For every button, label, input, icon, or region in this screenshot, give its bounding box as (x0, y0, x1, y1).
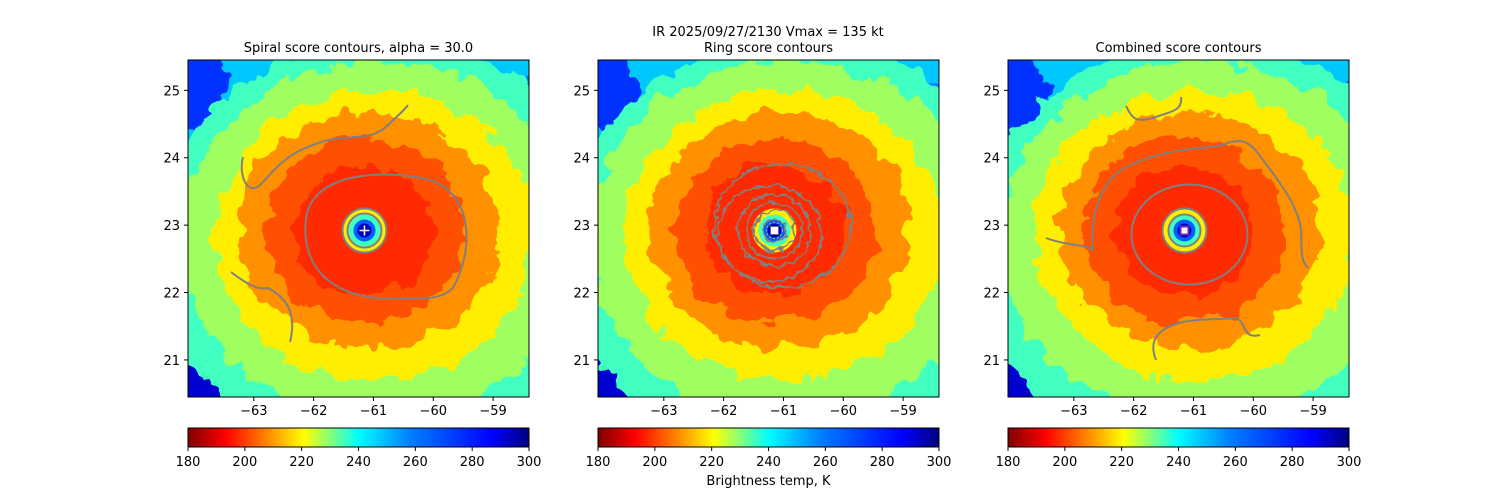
colorbar-tick-label: 260 (813, 455, 838, 470)
colorbar-tick-label: 280 (460, 455, 485, 470)
colorbar-tick-label: 180 (176, 455, 201, 470)
storm-center-marker (1179, 225, 1190, 236)
y-tick-label: 24 (163, 152, 180, 167)
x-tick-label: −60 (1240, 404, 1267, 419)
panel-3: Combined score contours −63 −62 −61 −60 −59 21… (983, 41, 1362, 470)
panel-1: Spiral score contours, alpha = 30.0 −63 −6… (163, 41, 542, 470)
x-tick-label: −59 (479, 404, 506, 419)
storm-center-marker (359, 225, 370, 236)
y-tick-label: 22 (163, 287, 180, 302)
x-tick-label: −59 (889, 404, 916, 419)
colorbar-tick-label: 220 (1109, 455, 1134, 470)
panels: Spiral score contours, alpha = 30.0 −63 −6… (163, 41, 1362, 489)
storm-center-marker (769, 226, 779, 236)
colorbar-tick-label: 200 (1052, 455, 1077, 470)
x-tick-label: −63 (650, 404, 677, 419)
y-tick-label: 24 (983, 152, 1000, 167)
colorbar-tick-label: 240 (346, 455, 371, 470)
x-tick-label: −63 (1060, 404, 1087, 419)
y-tick-label: 25 (573, 84, 590, 99)
colorbar-label: Brightness temp, K (706, 474, 831, 489)
brightness-temp-image (598, 60, 939, 397)
panel-title: Ring score contours (704, 41, 833, 56)
y-tick-label: 23 (983, 219, 1000, 234)
colorbar-tick-label: 300 (517, 455, 542, 470)
y-tick-label: 21 (573, 354, 590, 369)
figure-suptitle: IR 2025/09/27/2130 Vmax = 135 kt (652, 25, 883, 40)
x-tick-label: −60 (830, 404, 857, 419)
colorbar-tick-label: 260 (403, 455, 428, 470)
brightness-temp-image (188, 60, 529, 397)
colorbar-tick-label: 240 (1166, 455, 1191, 470)
y-tick-label: 22 (573, 287, 590, 302)
colorbar-tick-label: 280 (1280, 455, 1305, 470)
x-tick-label: −59 (1299, 404, 1326, 419)
x-tick-label: −60 (420, 404, 447, 419)
panel-title: Spiral score contours, alpha = 30.0 (244, 41, 473, 56)
colorbar-tick-label: 240 (756, 455, 781, 470)
x-tick-label: −62 (1120, 404, 1147, 419)
colorbar: 180 200 220 240 260 280 300 (176, 427, 542, 470)
y-tick-label: 23 (573, 219, 590, 234)
y-tick-label: 25 (163, 84, 180, 99)
colorbar: 180 200 220 240 260 280 300 (996, 427, 1362, 470)
y-tick-label: 22 (983, 287, 1000, 302)
colorbar-tick-label: 220 (289, 455, 314, 470)
axes-frame (597, 59, 940, 398)
brightness-temp-image (1008, 60, 1349, 397)
score-contours (1045, 96, 1309, 361)
x-tick-label: −62 (710, 404, 737, 419)
y-tick-label: 21 (163, 354, 180, 369)
panel-2: Ring score contours −63 −62 −61 −60 −59 21 22 23… (573, 41, 952, 489)
colorbar-tick-label: 280 (870, 455, 895, 470)
colorbar: 180 200 220 240 260 280 300 Brightness temp, K (586, 427, 952, 489)
y-tick-label: 23 (163, 219, 180, 234)
x-tick-label: −61 (1180, 404, 1207, 419)
colorbar-tick-label: 180 (586, 455, 611, 470)
axes-frame (1007, 59, 1350, 398)
colorbar-tick-label: 200 (642, 455, 667, 470)
x-tick-label: −61 (360, 404, 387, 419)
score-contours (713, 162, 852, 289)
colorbar-gradient (1007, 427, 1350, 448)
y-tick-label: 24 (573, 152, 590, 167)
y-tick-label: 21 (983, 354, 1000, 369)
colorbar-tick-label: 300 (1337, 455, 1362, 470)
colorbar-tick-label: 260 (1223, 455, 1248, 470)
x-tick-label: −61 (770, 404, 797, 419)
x-tick-label: −62 (300, 404, 327, 419)
colorbar-gradient (597, 427, 940, 448)
x-tick-label: −63 (240, 404, 267, 419)
colorbar-tick-label: 300 (927, 455, 952, 470)
y-tick-label: 25 (983, 84, 1000, 99)
panel-title: Combined score contours (1096, 41, 1262, 56)
colorbar-tick-label: 200 (232, 455, 257, 470)
axes-frame (187, 59, 530, 398)
score-contours (230, 104, 468, 343)
colorbar-tick-label: 180 (996, 455, 1021, 470)
colorbar-tick-label: 220 (699, 455, 724, 470)
colorbar-gradient (187, 427, 530, 448)
